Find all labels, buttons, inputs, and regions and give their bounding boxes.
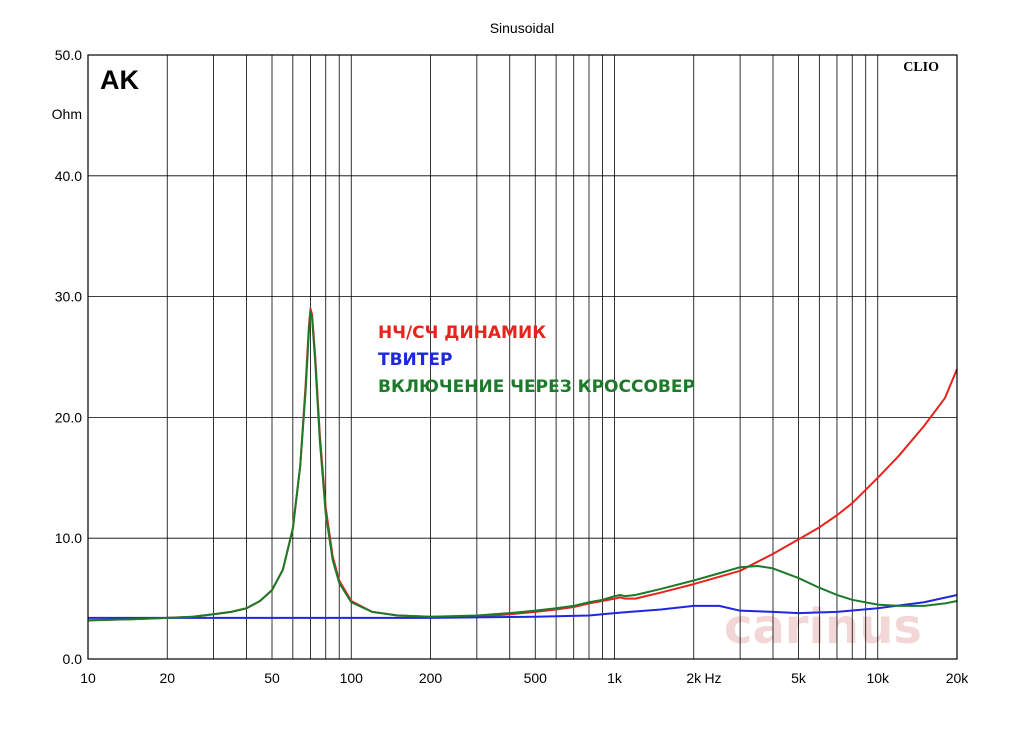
x-tick-label: 10 — [80, 670, 96, 686]
chart-title: Sinusoidal — [490, 20, 555, 36]
y-axis-ticks: 0.0 10.0 20.0 30.0 40.0 50.0 — [55, 47, 82, 667]
grid — [88, 55, 957, 659]
x-tick-label: 500 — [524, 670, 548, 686]
y-axis-unit: Ohm — [52, 106, 82, 122]
series-line-3 — [87, 310, 958, 622]
y-tick-label: 10.0 — [55, 530, 82, 546]
corner-label: AK — [100, 65, 139, 95]
series-layer — [87, 307, 958, 622]
x-axis-unit: Hz — [704, 670, 721, 686]
y-tick-label: 20.0 — [55, 409, 82, 425]
legend-entry-2: ТВИТЕР — [378, 350, 452, 370]
x-tick-label: 5k — [791, 670, 807, 686]
x-tick-label: 20k — [946, 670, 970, 686]
x-tick-label: 10k — [866, 670, 890, 686]
x-tick-label: 50 — [264, 670, 280, 686]
legend-entry-1: НЧ/СЧ ДИНАМИК — [378, 323, 546, 343]
y-tick-label: 40.0 — [55, 168, 82, 184]
x-tick-label: 100 — [340, 670, 364, 686]
watermark-logo: carinus — [724, 599, 922, 655]
y-tick-label: 30.0 — [55, 289, 82, 305]
plot-frame — [87, 54, 958, 660]
legend: НЧ/СЧ ДИНАМИК ТВИТЕР ВКЛЮЧЕНИЕ ЧЕРЕЗ КРОСС… — [378, 323, 695, 397]
series-line-2 — [88, 594, 958, 619]
y-tick-label: 0.0 — [63, 651, 83, 667]
x-axis-ticks: 10 20 50 100 200 500 1k 2k 5k 10k 20k — [80, 670, 969, 686]
legend-entry-3: ВКЛЮЧЕНИЕ ЧЕРЕЗ КРОССОВЕР — [378, 377, 695, 397]
x-tick-label: 200 — [419, 670, 443, 686]
y-tick-label: 50.0 — [55, 47, 82, 63]
series-line-1 — [87, 307, 958, 622]
brand-label: CLIO — [903, 60, 939, 75]
x-tick-label: 2k — [686, 670, 702, 686]
x-tick-label: 1k — [607, 670, 623, 686]
x-tick-label: 20 — [159, 670, 175, 686]
